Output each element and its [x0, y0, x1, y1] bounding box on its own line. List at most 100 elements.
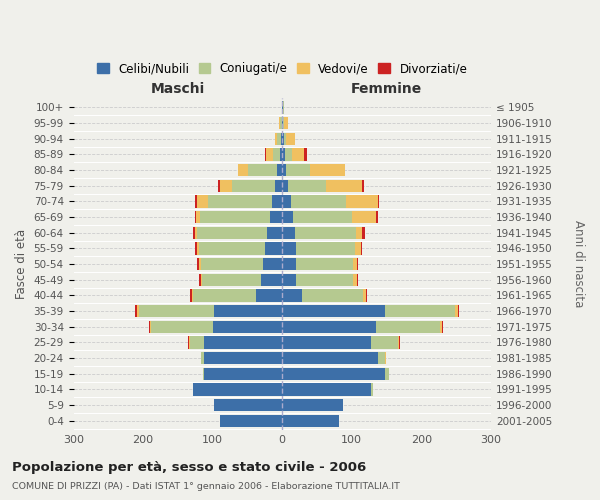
Bar	[197, 258, 199, 270]
Bar	[282, 180, 288, 192]
Bar	[296, 274, 353, 286]
Text: COMUNE DI PRIZZI (PA) - Dati ISTAT 1° gennaio 2006 - Elaborazione TUTTITALIA.IT: COMUNE DI PRIZZI (PA) - Dati ISTAT 1° ge…	[12, 482, 400, 491]
Bar	[202, 274, 262, 286]
Bar	[356, 258, 358, 270]
Bar	[399, 336, 400, 348]
Bar	[137, 305, 139, 317]
Bar	[280, 117, 281, 129]
Bar	[266, 148, 273, 160]
Bar	[353, 274, 356, 286]
Bar	[197, 196, 208, 207]
Bar	[455, 305, 458, 317]
Bar	[149, 320, 150, 333]
Bar	[205, 336, 282, 348]
Bar	[398, 336, 399, 348]
Bar	[265, 148, 266, 160]
Bar	[201, 258, 263, 270]
Bar	[282, 336, 371, 348]
Bar	[220, 180, 232, 192]
Bar	[201, 274, 202, 286]
Bar	[139, 305, 214, 317]
Bar	[283, 117, 284, 129]
Bar	[277, 132, 281, 145]
Bar	[440, 320, 442, 333]
Bar	[282, 211, 293, 223]
Bar	[194, 196, 197, 207]
Bar	[283, 102, 284, 114]
Bar	[256, 290, 282, 302]
Bar	[288, 180, 326, 192]
Bar	[292, 148, 304, 160]
Bar	[272, 196, 282, 207]
Bar	[195, 242, 197, 254]
Bar	[199, 274, 201, 286]
Bar	[363, 290, 366, 302]
Bar	[188, 336, 189, 348]
Bar	[282, 274, 296, 286]
Bar	[201, 352, 205, 364]
Text: Maschi: Maschi	[151, 82, 205, 96]
Bar	[282, 196, 290, 207]
Bar	[135, 305, 137, 317]
Bar	[296, 242, 355, 254]
Bar	[385, 368, 389, 380]
Bar	[194, 226, 197, 239]
Bar	[366, 290, 367, 302]
Bar	[193, 226, 194, 239]
Bar	[352, 211, 376, 223]
Bar	[376, 211, 378, 223]
Text: Femmine: Femmine	[351, 82, 422, 96]
Bar	[371, 336, 398, 348]
Bar	[293, 211, 352, 223]
Bar	[356, 226, 362, 239]
Bar	[190, 290, 192, 302]
Bar	[208, 196, 272, 207]
Y-axis label: Fasce di età: Fasce di età	[15, 229, 28, 299]
Bar	[282, 148, 285, 160]
Bar	[295, 226, 356, 239]
Legend: Celibi/Nubili, Coniugati/e, Vedovi/e, Divorziati/e: Celibi/Nubili, Coniugati/e, Vedovi/e, Di…	[92, 58, 472, 80]
Bar	[442, 320, 443, 333]
Bar	[275, 132, 277, 145]
Bar	[361, 242, 362, 254]
Bar	[377, 196, 379, 207]
Bar	[214, 305, 282, 317]
Bar	[151, 320, 212, 333]
Bar	[270, 211, 282, 223]
Bar	[458, 305, 459, 317]
Bar	[267, 226, 282, 239]
Bar	[281, 117, 282, 129]
Y-axis label: Anni di nascita: Anni di nascita	[572, 220, 585, 308]
Bar	[282, 164, 286, 176]
Bar	[192, 290, 193, 302]
Bar	[199, 242, 265, 254]
Bar	[353, 258, 356, 270]
Bar	[282, 384, 371, 396]
Text: Popolazione per età, sesso e stato civile - 2006: Popolazione per età, sesso e stato civil…	[12, 461, 366, 474]
Bar	[281, 102, 282, 114]
Bar	[282, 352, 378, 364]
Bar	[199, 258, 201, 270]
Bar	[290, 196, 346, 207]
Bar	[281, 132, 282, 145]
Bar	[196, 211, 200, 223]
Bar	[277, 164, 282, 176]
Bar	[218, 180, 220, 192]
Bar	[385, 352, 386, 364]
Bar	[279, 117, 280, 129]
Bar	[356, 274, 358, 286]
Bar	[346, 196, 377, 207]
Bar	[205, 352, 282, 364]
Bar	[282, 320, 376, 333]
Bar	[193, 384, 282, 396]
Bar	[150, 320, 151, 333]
Bar	[265, 242, 282, 254]
Bar	[296, 258, 353, 270]
Bar	[282, 305, 385, 317]
Bar	[286, 164, 310, 176]
Bar	[193, 290, 256, 302]
Bar	[248, 164, 277, 176]
Bar	[200, 211, 270, 223]
Bar	[280, 148, 282, 160]
Bar	[212, 320, 282, 333]
